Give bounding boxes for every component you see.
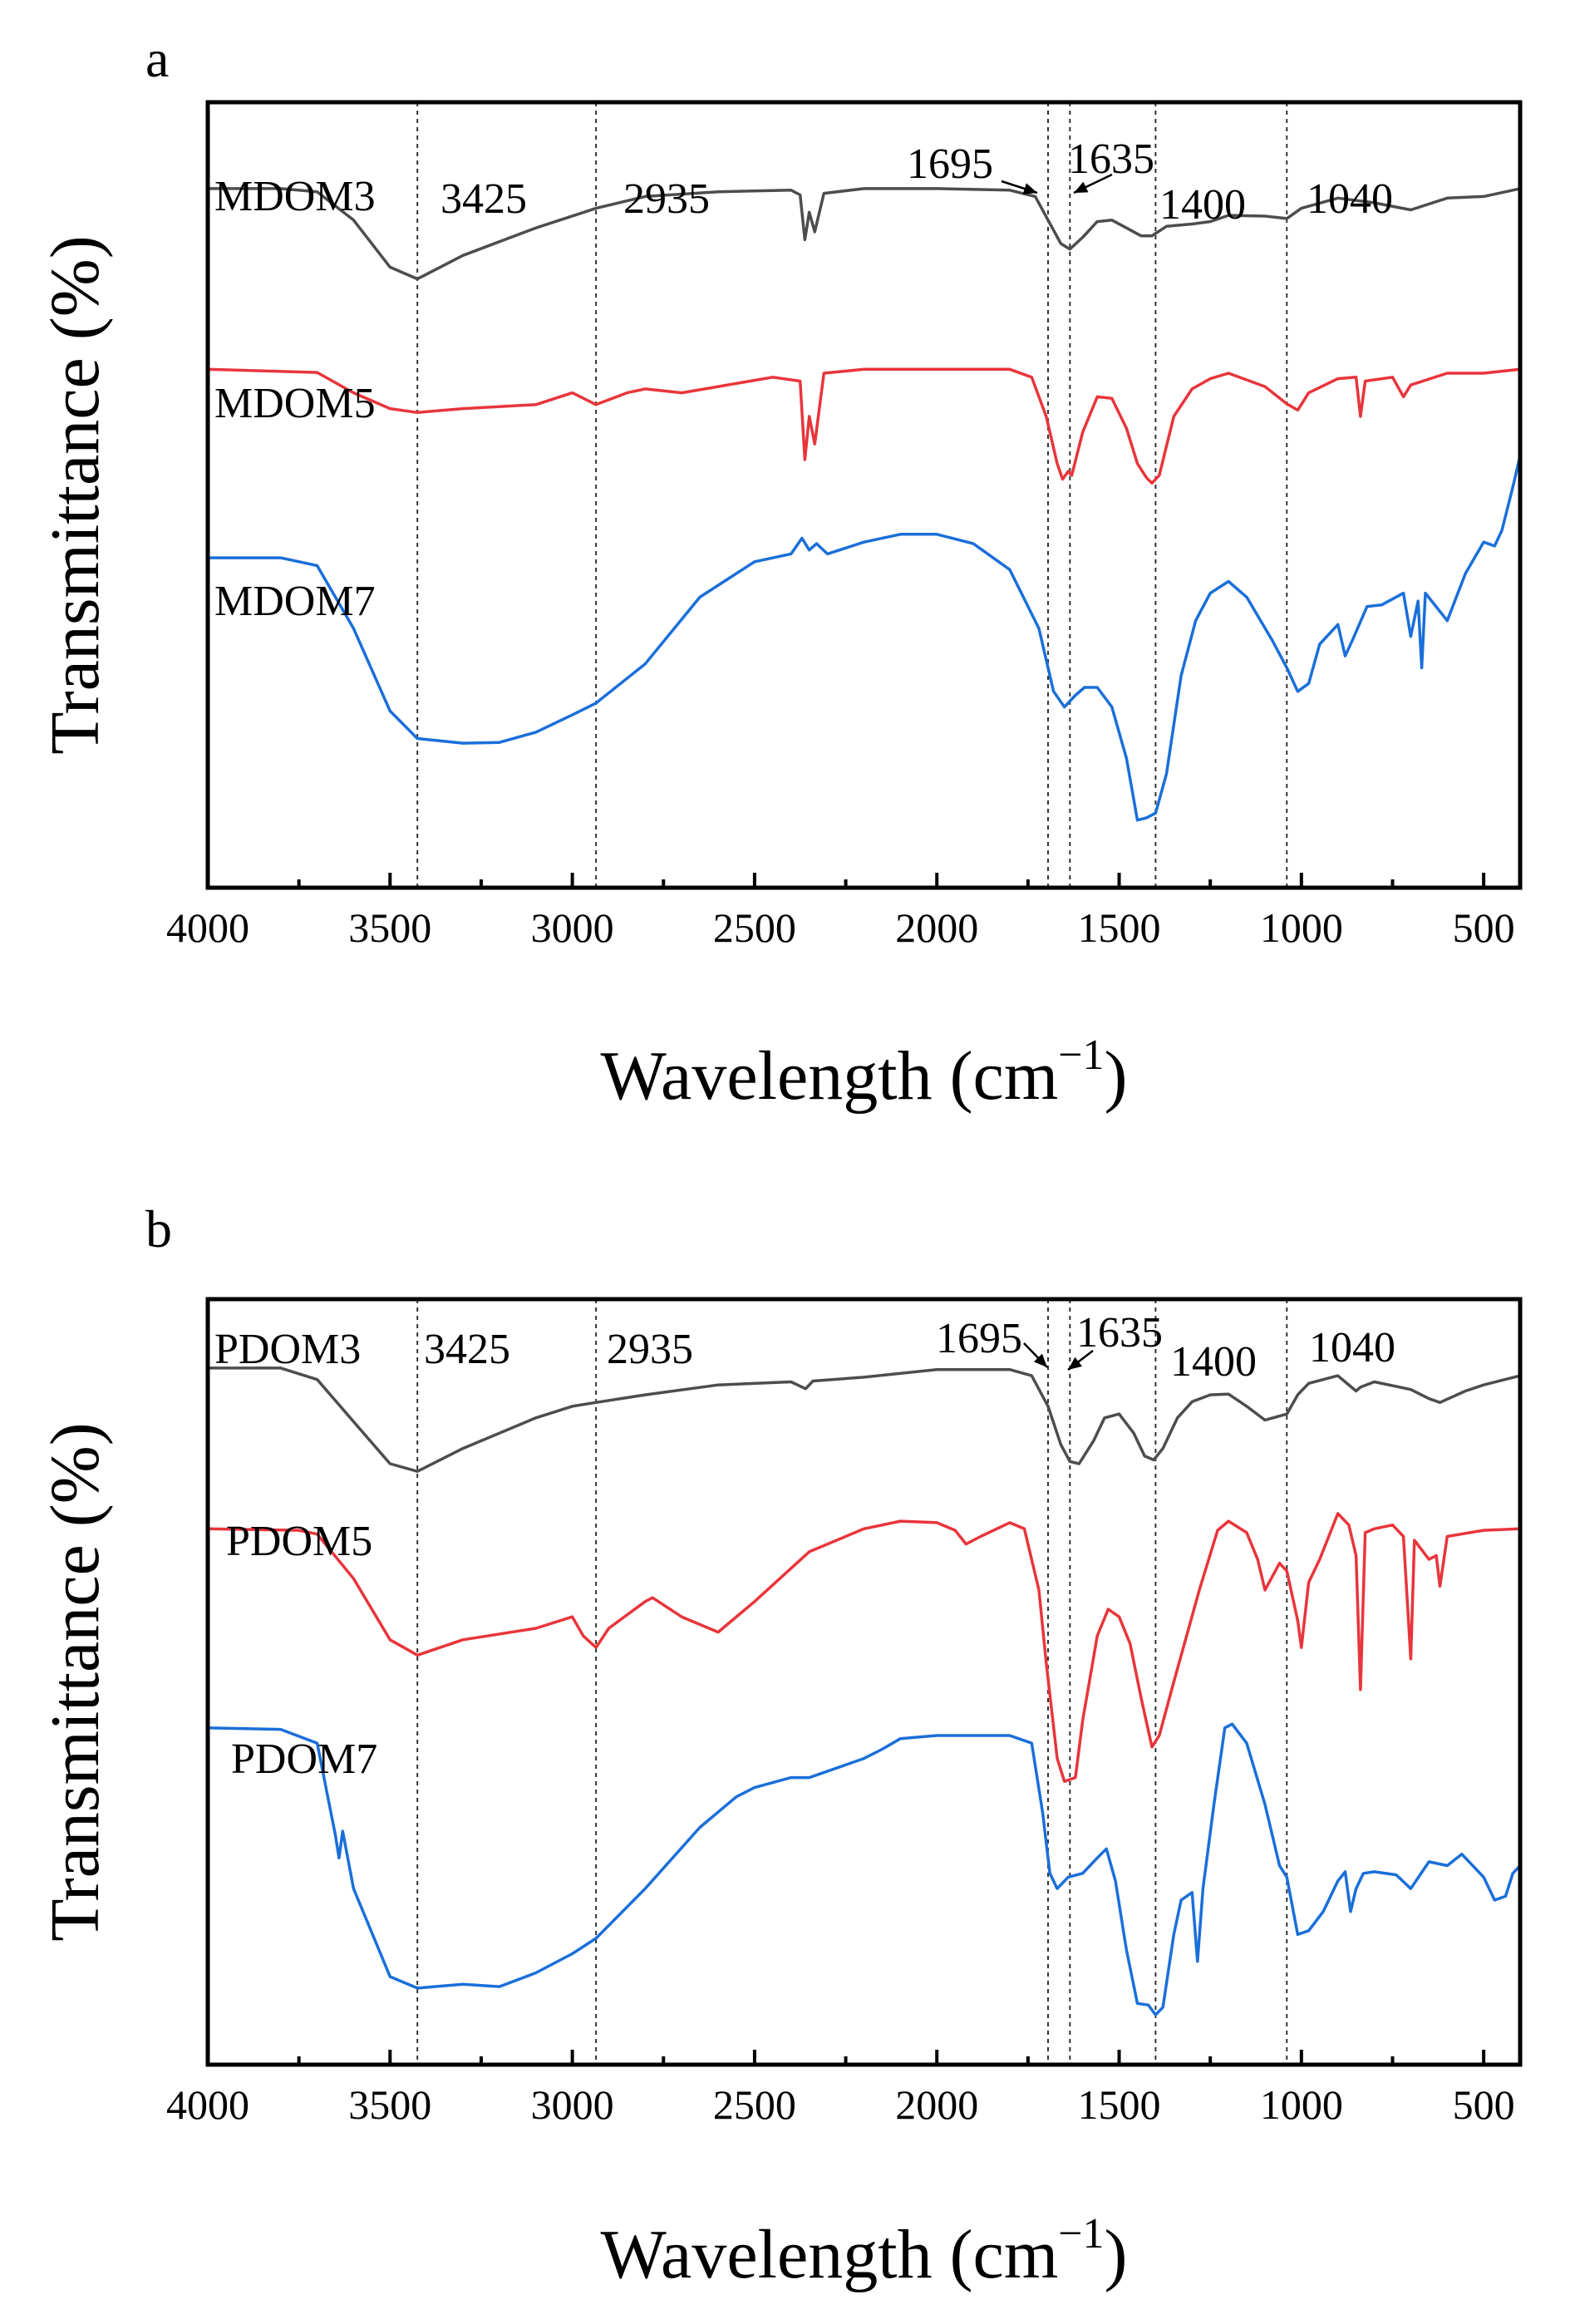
x-axis-title-close: ) [1105, 2216, 1128, 2293]
peak-label-3425: 3425 [424, 1326, 510, 1373]
y-axis-title: Transmittance (%) [37, 1422, 114, 1941]
x-tick-label-1000: 1000 [1260, 904, 1343, 951]
y-axis-title: Transmittance (%) [37, 235, 114, 754]
peak-label-1040: 1040 [1307, 175, 1393, 223]
series-line-pdom3 [208, 1366, 1521, 1473]
x-tick-label-4000: 4000 [166, 2081, 249, 2128]
peak-label-3425: 3425 [440, 175, 527, 223]
panel-letter: a [145, 29, 169, 88]
series-label-mdom3: MDOM3 [214, 173, 376, 220]
peak-label-1695: 1695 [936, 1315, 1022, 1362]
peak-arrowhead-1 [1068, 1356, 1082, 1370]
x-tick-label-3500: 3500 [348, 2081, 431, 2128]
series-line-mdom5 [207, 367, 1521, 485]
x-tick-label-500: 500 [1453, 904, 1515, 951]
x-tick-label-2000: 2000 [895, 2081, 978, 2128]
series-label-pdom5: PDOM5 [226, 1518, 372, 1565]
x-tick-label-1500: 1500 [1078, 904, 1161, 951]
peak-arrowhead-0 [1022, 183, 1037, 194]
x-tick-label-1000: 1000 [1260, 2081, 1343, 2128]
series-line-mdom3 [208, 187, 1521, 281]
series-line-mdom7 [208, 455, 1522, 822]
series-label-mdom5: MDOM5 [214, 380, 376, 427]
series-line-pdom5 [207, 1512, 1521, 1783]
series-label-mdom7: MDOM7 [214, 578, 376, 625]
x-axis-title-main: Wavelength (cm [601, 1037, 1059, 1115]
x-tick-label-1500: 1500 [1078, 2081, 1161, 2128]
peak-label-1400: 1400 [1170, 1338, 1257, 1386]
x-axis-title-superscript: −1 [1058, 2210, 1104, 2258]
panel-letter: b [145, 1199, 172, 1258]
x-tick-label-2500: 2500 [713, 2081, 796, 2128]
peak-label-1635: 1635 [1076, 1309, 1163, 1356]
x-axis-title: Wavelength (cm−1) [601, 1032, 1128, 1115]
x-tick-label-3500: 3500 [348, 904, 431, 951]
peak-arrowhead-0 [1033, 1353, 1047, 1367]
x-axis-title: Wavelength (cm−1) [601, 2210, 1128, 2293]
x-tick-label-3000: 3000 [531, 2081, 614, 2128]
x-axis-title-superscript: −1 [1058, 1032, 1104, 1079]
plot-frame [205, 1297, 1523, 2067]
series-label-pdom7: PDOM7 [231, 1736, 377, 1783]
x-axis-title-close: ) [1105, 1037, 1128, 1115]
peak-label-1040: 1040 [1309, 1324, 1395, 1371]
x-tick-label-2500: 2500 [713, 904, 796, 951]
x-tick-label-3000: 3000 [531, 904, 614, 951]
x-tick-label-2000: 2000 [895, 904, 978, 951]
plot-frame [205, 100, 1523, 890]
x-tick-label-4000: 4000 [166, 904, 249, 951]
peak-label-1400: 1400 [1159, 181, 1246, 229]
peak-label-1695: 1695 [907, 140, 993, 188]
peak-label-2935: 2935 [607, 1326, 693, 1373]
series-label-pdom3: PDOM3 [214, 1326, 361, 1373]
x-axis-title-main: Wavelength (cm [601, 2216, 1059, 2293]
peak-arrowhead-1 [1074, 181, 1089, 193]
series-line-pdom7 [207, 1722, 1522, 2016]
x-tick-label-500: 500 [1453, 2081, 1515, 2128]
peak-label-2935: 2935 [623, 175, 710, 223]
